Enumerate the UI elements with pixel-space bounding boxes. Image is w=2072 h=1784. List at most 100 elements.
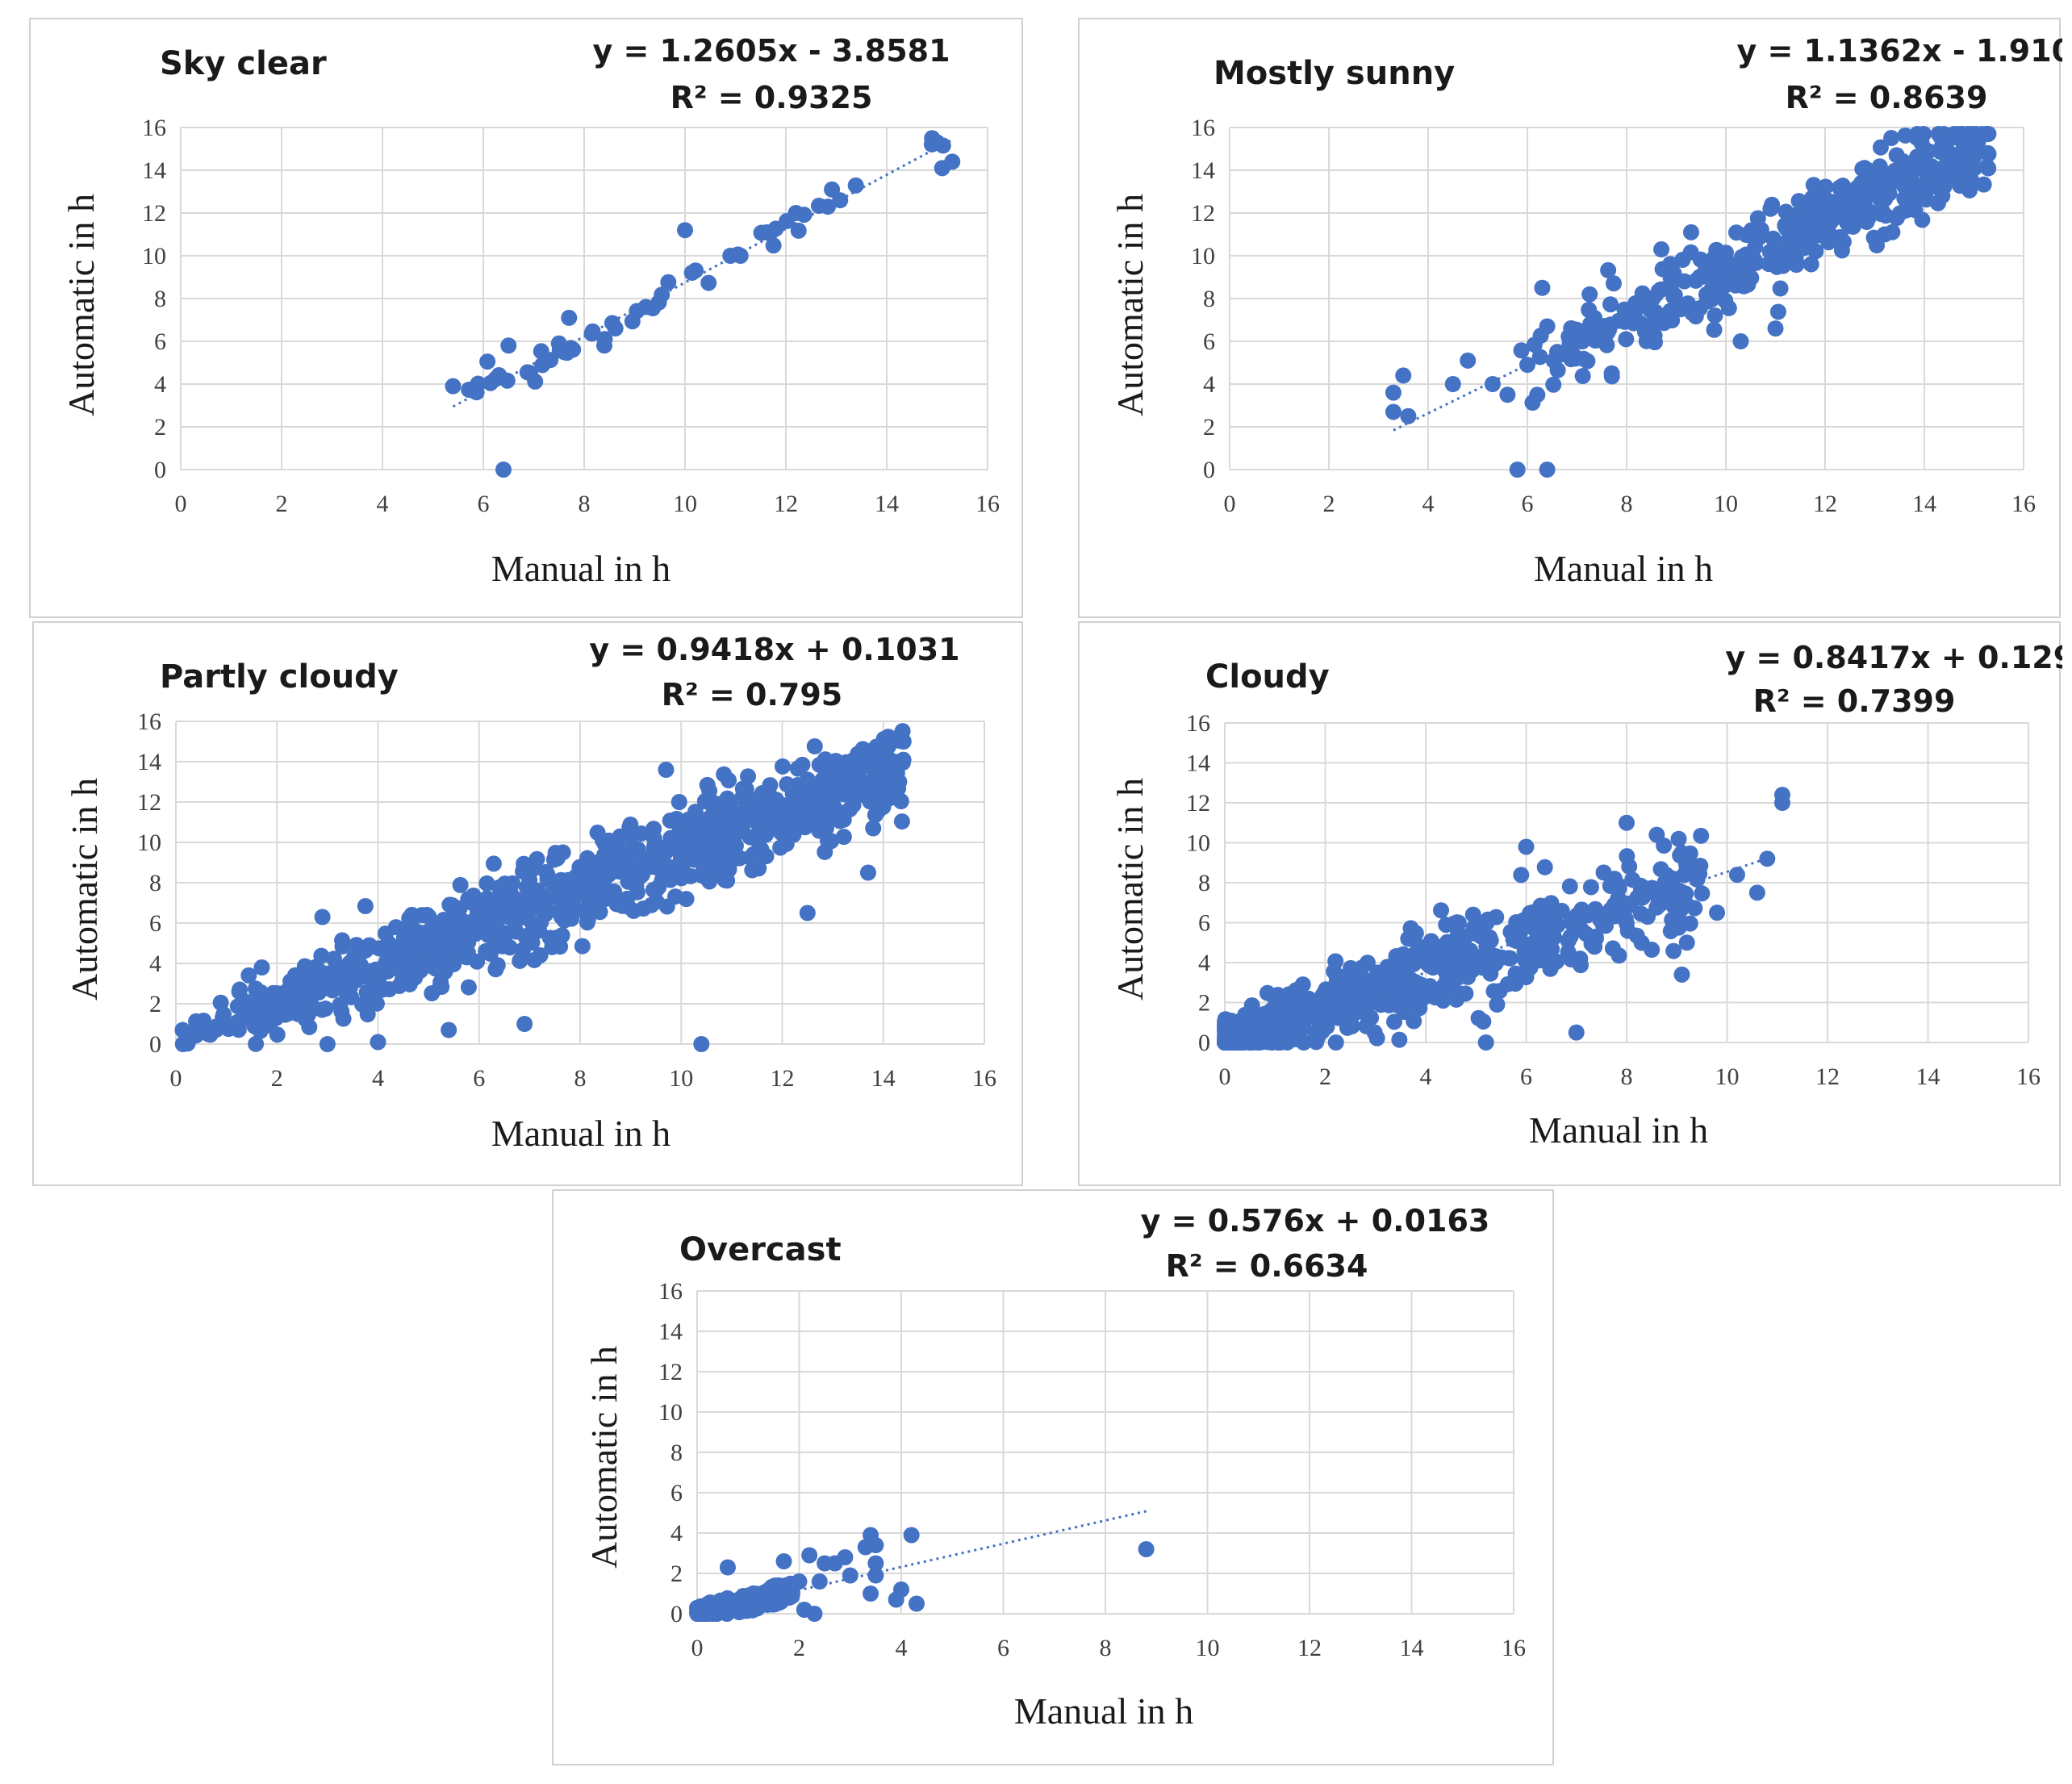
data-point <box>335 1010 352 1027</box>
data-point <box>700 274 717 291</box>
x-tick-label: 2 <box>271 1065 283 1092</box>
data-point <box>1809 190 1826 207</box>
data-point <box>1397 949 1414 966</box>
y-tick-label: 12 <box>658 1359 683 1385</box>
data-point <box>319 1036 336 1052</box>
data-point <box>1460 352 1477 369</box>
y-tick-label: 4 <box>670 1520 683 1547</box>
x-tick-label: 8 <box>574 1065 587 1092</box>
data-point <box>1561 336 1578 353</box>
data-point <box>1772 280 1789 297</box>
data-point <box>721 853 738 870</box>
data-point <box>1526 336 1543 353</box>
data-point <box>1634 879 1651 896</box>
data-point <box>1519 357 1535 374</box>
data-point <box>375 980 392 997</box>
data-point <box>326 962 343 979</box>
y-tick-label: 2 <box>154 414 166 441</box>
data-point <box>1368 1030 1385 1047</box>
data-point <box>1272 1034 1289 1051</box>
y-tick-label: 6 <box>149 910 161 937</box>
data-point <box>253 959 270 976</box>
data-point <box>1447 934 1464 951</box>
data-point <box>567 900 584 917</box>
data-point <box>445 898 462 915</box>
data-point <box>1648 899 1665 916</box>
data-point <box>616 892 633 909</box>
data-point <box>859 864 876 881</box>
data-point <box>607 320 624 336</box>
data-point <box>934 160 950 177</box>
data-point <box>660 870 677 887</box>
data-point <box>1975 176 1992 193</box>
data-point <box>436 942 453 959</box>
y-tick-label: 10 <box>1186 830 1210 857</box>
data-point <box>1344 976 1361 992</box>
r-squared-label: R² = 0.8639 <box>1786 80 1988 115</box>
x-tick-label: 16 <box>1502 1635 1526 1661</box>
chart-overcast: 0 2 4 6 8 10 12 14 16 0 2 4 6 8 10 12 14 16 Overcast y = 0.… <box>583 1203 1526 1732</box>
data-point <box>1509 462 1526 478</box>
data-point <box>188 1013 205 1030</box>
y-tick-label: 8 <box>1198 870 1210 896</box>
data-point <box>801 1547 818 1564</box>
data-point <box>1676 273 1693 290</box>
data-point <box>441 1022 457 1038</box>
trendline-equation: y = 0.576x + 0.0163 <box>1141 1203 1490 1239</box>
data-point <box>1681 915 1698 932</box>
y-tick-label: 8 <box>1203 286 1215 312</box>
data-point <box>1619 848 1635 865</box>
data-point <box>1429 954 1446 971</box>
data-point <box>1605 275 1622 292</box>
data-point <box>1827 196 1844 213</box>
data-point <box>696 793 713 810</box>
data-point <box>1539 462 1556 478</box>
data-point <box>1376 971 1393 988</box>
data-point <box>658 898 675 915</box>
data-point <box>454 919 471 936</box>
data-point <box>1673 966 1690 983</box>
data-point <box>1650 282 1667 299</box>
data-point <box>1307 1026 1324 1042</box>
data-point <box>419 906 436 923</box>
data-point <box>534 357 551 374</box>
x-tick-label: 12 <box>774 491 798 517</box>
data-point <box>547 844 564 861</box>
data-point <box>478 942 495 959</box>
data-point <box>1444 376 1461 392</box>
data-point <box>202 1026 219 1043</box>
data-point <box>1574 333 1591 350</box>
data-point <box>1833 183 1850 200</box>
data-point <box>1536 943 1553 960</box>
data-point <box>1728 867 1745 884</box>
x-tick-label: 0 <box>175 491 187 517</box>
data-point <box>334 932 351 949</box>
data-point <box>1574 368 1591 385</box>
x-tick-label: 4 <box>1420 1063 1432 1090</box>
data-point <box>452 876 469 893</box>
data-point <box>835 829 852 846</box>
data-point <box>1251 1034 1268 1051</box>
y-tick-label: 0 <box>154 457 166 483</box>
data-point <box>740 768 757 785</box>
data-point <box>1709 905 1726 921</box>
data-point <box>1518 838 1535 855</box>
data-point <box>1963 125 1980 142</box>
x-tick-label: 12 <box>1297 1635 1322 1661</box>
data-point <box>660 859 677 875</box>
data-point <box>1853 174 1870 191</box>
data-point <box>729 246 746 263</box>
data-point <box>1327 1034 1344 1051</box>
data-points <box>689 1527 1155 1622</box>
data-point <box>1788 257 1805 274</box>
x-tick-label: 8 <box>1621 491 1633 517</box>
data-point <box>1350 994 1367 1011</box>
data-point <box>581 892 598 909</box>
data-point <box>1499 976 1516 992</box>
data-point <box>660 274 677 290</box>
data-point <box>1803 256 1819 273</box>
data-point <box>903 1527 920 1544</box>
data-point <box>501 939 518 956</box>
data-point <box>629 884 645 900</box>
data-point <box>1484 376 1501 392</box>
